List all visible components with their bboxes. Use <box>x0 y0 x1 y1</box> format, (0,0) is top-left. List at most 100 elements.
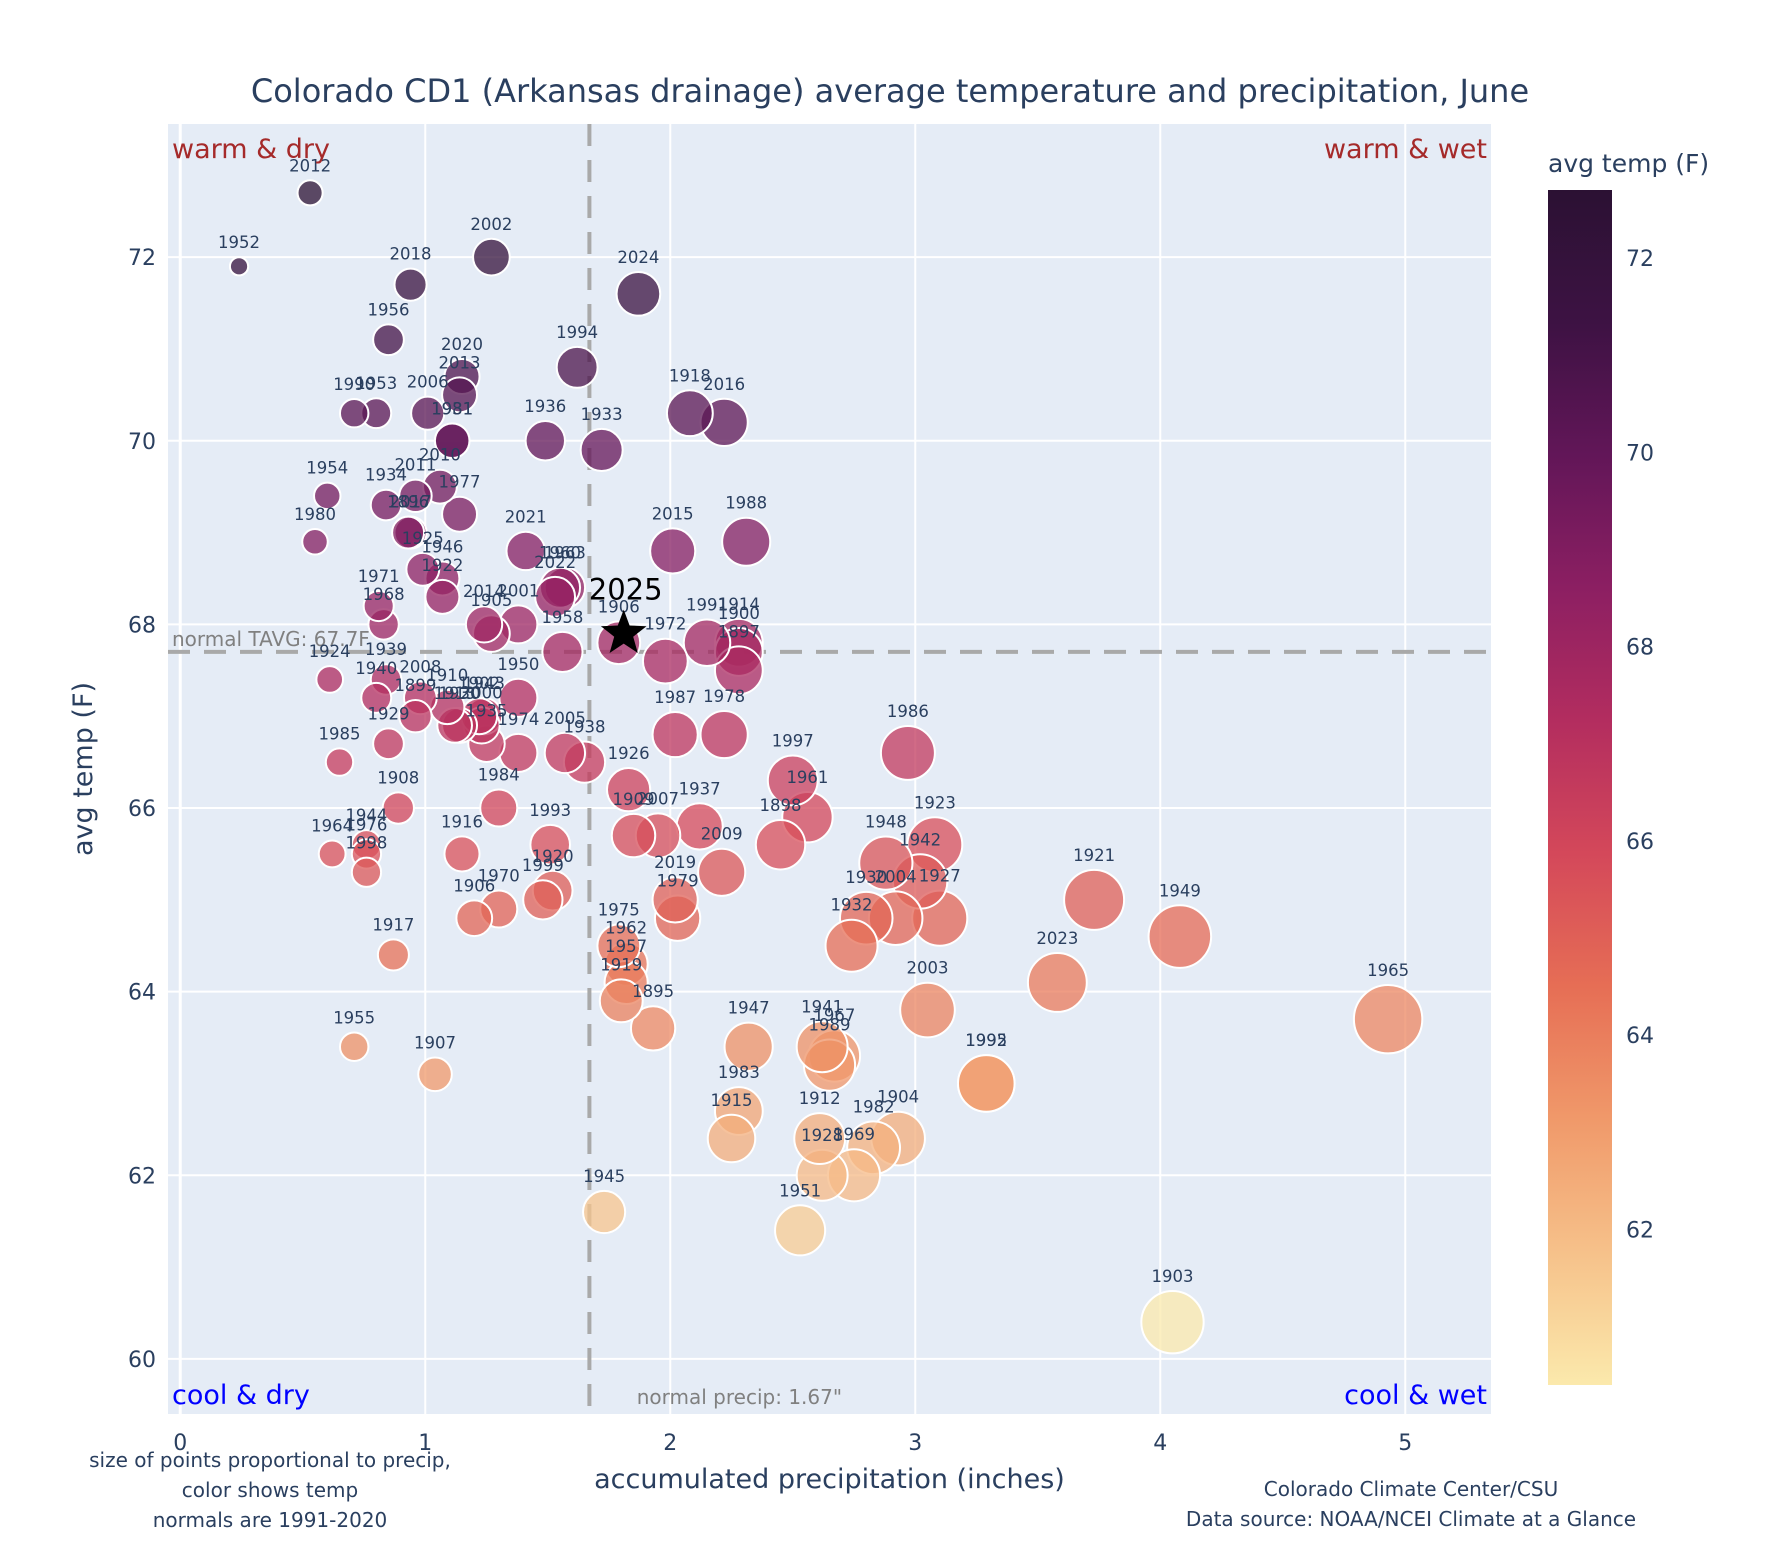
data-point[interactable] <box>393 267 428 302</box>
data-point[interactable] <box>682 618 732 668</box>
data-point[interactable] <box>641 637 689 685</box>
y-tick-label: 64 <box>128 981 156 1006</box>
data-point[interactable] <box>443 835 481 873</box>
data-point[interactable] <box>598 978 644 1024</box>
data-point[interactable] <box>315 665 345 694</box>
data-point[interactable] <box>324 747 355 777</box>
data-point[interactable] <box>605 767 652 813</box>
data-point[interactable] <box>376 938 410 972</box>
data-point[interactable] <box>766 754 819 807</box>
data-point[interactable] <box>858 835 914 891</box>
data-point[interactable] <box>582 1189 627 1235</box>
point-label: 1951 <box>779 1181 821 1200</box>
data-point[interactable] <box>824 918 879 973</box>
data-point[interactable] <box>464 605 504 644</box>
data-point[interactable] <box>441 495 479 533</box>
data-point[interactable] <box>505 530 546 572</box>
data-point[interactable] <box>372 727 405 761</box>
point-label: 1963 <box>544 543 586 562</box>
colorbar-tick-label: 72 <box>1626 247 1654 272</box>
data-point[interactable] <box>1352 984 1424 1055</box>
data-point[interactable] <box>338 1031 370 1062</box>
data-point[interactable] <box>697 847 747 897</box>
data-point[interactable] <box>1147 904 1213 969</box>
data-point[interactable] <box>405 551 441 587</box>
point-label: 1922 <box>421 556 463 575</box>
point-label: 1962 <box>605 919 647 938</box>
chart-title: Colorado CD1 (Arkansas drainage) average… <box>251 72 1529 110</box>
data-point[interactable] <box>629 1005 677 1052</box>
data-point[interactable] <box>296 179 324 207</box>
data-point[interactable] <box>524 420 566 462</box>
footnote-right: Colorado Climate Center/CSU Data source:… <box>1186 1477 1636 1531</box>
data-point[interactable] <box>228 256 250 277</box>
point-label: 1999 <box>522 856 564 875</box>
data-point[interactable] <box>472 237 511 277</box>
point-label: 1921 <box>1073 846 1115 865</box>
data-point[interactable] <box>498 677 539 718</box>
data-point[interactable] <box>424 578 461 615</box>
data-point[interactable] <box>721 516 772 567</box>
data-point[interactable] <box>651 876 699 924</box>
data-point[interactable] <box>301 528 329 556</box>
data-point[interactable] <box>543 731 587 775</box>
data-point[interactable] <box>649 527 697 575</box>
point-label: 1997 <box>772 732 814 751</box>
data-point[interactable] <box>754 819 807 871</box>
data-point[interactable] <box>1063 868 1126 931</box>
data-point[interactable] <box>706 1113 757 1164</box>
data-point[interactable] <box>879 724 936 781</box>
colorbar-ticks: 62 64 66 68 70 72 <box>1626 247 1654 1244</box>
data-point[interactable] <box>433 422 471 460</box>
point-label: 2023 <box>1036 929 1078 948</box>
point-label: 1944 <box>345 806 387 825</box>
data-point[interactable] <box>372 323 405 357</box>
data-point[interactable] <box>381 791 415 825</box>
point-label: 1932 <box>831 896 873 915</box>
data-point[interactable] <box>441 376 479 414</box>
data-point[interactable] <box>529 823 572 866</box>
data-point[interactable] <box>338 397 370 429</box>
data-point[interactable] <box>350 856 383 888</box>
data-point[interactable] <box>455 899 494 938</box>
data-point[interactable] <box>956 1054 1016 1113</box>
x-tick-label: 4 <box>1153 1431 1167 1456</box>
data-point[interactable] <box>793 1112 847 1165</box>
point-label: 1947 <box>728 999 770 1018</box>
data-point[interactable] <box>317 839 347 869</box>
data-point[interactable] <box>699 709 749 760</box>
data-point[interactable] <box>362 589 395 623</box>
data-point[interactable] <box>774 1204 827 1257</box>
data-point[interactable] <box>713 645 764 696</box>
star-icon <box>600 609 647 653</box>
point-label: 1954 <box>306 459 348 478</box>
point-label: 1949 <box>1159 881 1201 900</box>
data-point[interactable] <box>555 345 599 389</box>
data-point[interactable] <box>899 981 956 1039</box>
data-point[interactable] <box>615 271 662 317</box>
data-point[interactable] <box>723 1021 774 1072</box>
data-point[interactable] <box>410 395 446 431</box>
data-point[interactable] <box>795 1020 849 1074</box>
point-label: 1934 <box>365 466 407 485</box>
point-label: 1926 <box>608 744 650 763</box>
point-label: 1975 <box>598 900 640 919</box>
data-point[interactable] <box>369 488 403 522</box>
data-point[interactable] <box>651 710 699 759</box>
data-point[interactable] <box>479 788 519 828</box>
data-point[interactable] <box>522 879 564 921</box>
point-label: 1897 <box>718 622 760 641</box>
data-point[interactable] <box>417 1056 453 1093</box>
data-point[interactable] <box>1026 952 1088 1013</box>
data-point[interactable] <box>398 698 433 734</box>
data-point[interactable] <box>665 389 714 438</box>
data-point[interactable] <box>541 630 584 674</box>
data-point[interactable] <box>360 681 393 714</box>
data-point[interactable] <box>534 575 577 618</box>
data-point[interactable] <box>610 812 657 859</box>
data-point[interactable] <box>313 481 342 511</box>
data-point[interactable] <box>596 923 642 969</box>
data-point[interactable] <box>391 515 426 550</box>
data-point[interactable] <box>1140 1290 1205 1355</box>
data-point[interactable] <box>579 427 624 472</box>
